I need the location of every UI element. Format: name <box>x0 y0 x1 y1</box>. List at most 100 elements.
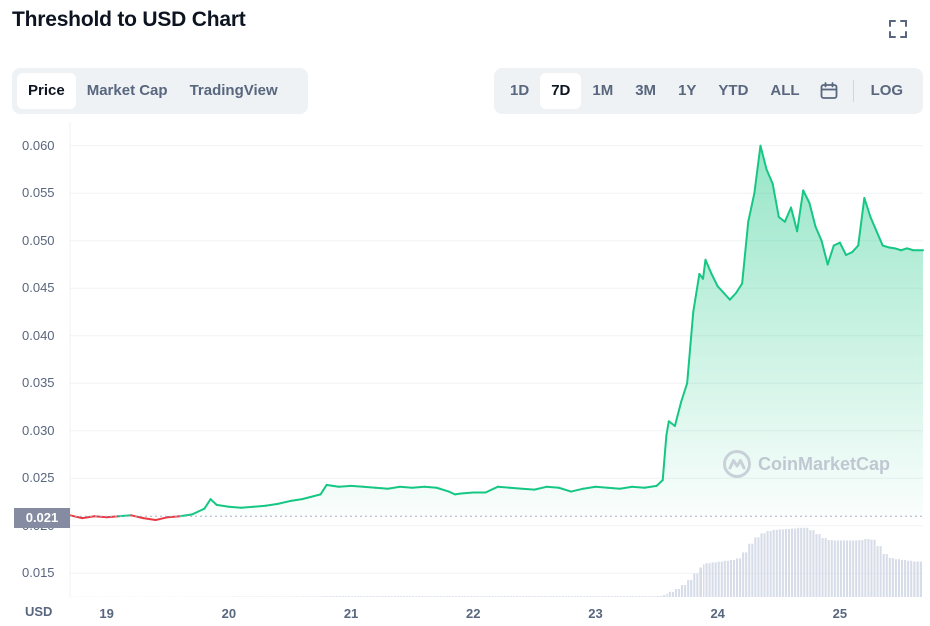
price-segment-up <box>582 485 597 490</box>
volume-bar <box>787 528 791 597</box>
range-all[interactable]: ALL <box>770 82 800 99</box>
price-segment-up <box>832 241 841 247</box>
volume-bar <box>604 596 607 597</box>
volume-bar <box>650 596 653 597</box>
volume-bar <box>760 533 763 597</box>
range-1y[interactable]: 1Y <box>678 82 697 99</box>
price-segment-up <box>496 485 511 489</box>
page-title: Threshold to USD Chart <box>12 8 246 31</box>
volume-bar <box>635 596 638 597</box>
volume-bar <box>549 596 552 597</box>
volume-bar <box>552 596 555 597</box>
price-segment-up <box>447 490 456 496</box>
price-segment-up <box>661 434 668 482</box>
volume-bar <box>745 552 748 597</box>
y-tick-label: 0.030 <box>22 422 55 438</box>
volume-bar <box>607 596 610 597</box>
volume-bar <box>467 596 470 597</box>
volume-bar <box>641 596 644 597</box>
tab-price[interactable]: Price <box>17 73 76 109</box>
price-segment-up <box>319 483 328 496</box>
y-tick-label: 0.040 <box>22 327 55 343</box>
range-ytd[interactable]: YTD <box>718 82 749 99</box>
volume-bar <box>393 596 396 597</box>
volume-bar <box>476 596 479 597</box>
price-segment-up <box>875 230 884 247</box>
price-segment-up <box>881 244 890 249</box>
volume-bar <box>589 596 592 597</box>
volume-bar <box>494 596 497 597</box>
volume-bars <box>70 527 922 597</box>
range-3m[interactable]: 3M <box>635 82 657 99</box>
price-segment-up <box>386 485 401 490</box>
volume-bar <box>656 596 659 597</box>
volume-bar <box>797 527 800 597</box>
volume-bar <box>354 596 357 597</box>
volume-bar <box>891 558 894 597</box>
price-segment-up <box>857 197 866 247</box>
price-segment-up <box>435 486 450 493</box>
volume-bar <box>674 589 677 597</box>
volume-bar <box>870 539 873 597</box>
volume-bar <box>809 530 812 597</box>
expand-icon[interactable] <box>886 17 910 41</box>
price-segment-up <box>665 420 670 437</box>
volume-bar <box>703 564 705 597</box>
x-tick-label: 23 <box>588 606 603 621</box>
price-segment-down <box>154 516 169 522</box>
calendar-icon[interactable] <box>811 73 847 109</box>
range-1m[interactable]: 1M <box>592 82 614 99</box>
price-segment-up <box>362 485 377 489</box>
volume-bar <box>387 596 390 597</box>
volume-bar <box>509 596 512 597</box>
price-segment-up <box>765 168 774 185</box>
volume-bar <box>406 596 409 597</box>
price-segment-up <box>826 244 835 266</box>
price-segment-up <box>777 216 786 223</box>
price-segment-up <box>722 292 731 301</box>
volume-bar <box>836 540 839 597</box>
volume-bar <box>531 596 534 597</box>
price-segment-up <box>276 500 291 505</box>
volume-bar <box>396 596 399 597</box>
volume-bar <box>772 529 775 597</box>
volume-bar <box>360 596 363 597</box>
volume-bar <box>308 596 311 597</box>
price-segment-up <box>783 206 793 223</box>
volume-bar <box>791 528 794 597</box>
volume-bar <box>571 596 574 597</box>
currency-label: USD <box>25 604 53 619</box>
y-tick-label: 0.050 <box>22 232 55 248</box>
log-scale-toggle[interactable]: LOG <box>870 82 904 99</box>
tab-market-cap[interactable]: Market Cap <box>86 82 168 99</box>
volume-bar <box>644 596 647 597</box>
range-7d[interactable]: 7D <box>540 73 582 109</box>
volume-bar <box>846 540 849 597</box>
range-1d[interactable]: 1D <box>510 82 530 99</box>
price-segment-up <box>264 502 279 507</box>
price-segment-up <box>325 483 334 487</box>
volume-bar <box>815 534 818 597</box>
price-segment-up <box>667 420 676 427</box>
price-segment-up <box>533 485 548 491</box>
volume-bar <box>852 540 855 597</box>
volume-bar <box>543 596 546 597</box>
volume-bar <box>344 596 348 597</box>
volume-bar <box>537 596 540 597</box>
volume-bar <box>485 596 488 597</box>
volume-bar <box>626 596 629 597</box>
volume-bar <box>574 596 577 597</box>
price-segment-up <box>869 216 878 233</box>
tab-tradingview[interactable]: TradingView <box>189 82 278 99</box>
price-segment-up <box>710 273 719 288</box>
price-segment-up <box>796 189 805 233</box>
volume-bar <box>592 596 595 597</box>
volume-bar <box>378 596 381 597</box>
volume-bar <box>454 596 458 597</box>
fullscreen-icon-glyph <box>889 20 907 38</box>
price-segment-up <box>631 485 646 489</box>
volume-bar <box>699 567 703 597</box>
volume-bar <box>329 596 332 597</box>
volume-bar <box>384 596 387 597</box>
